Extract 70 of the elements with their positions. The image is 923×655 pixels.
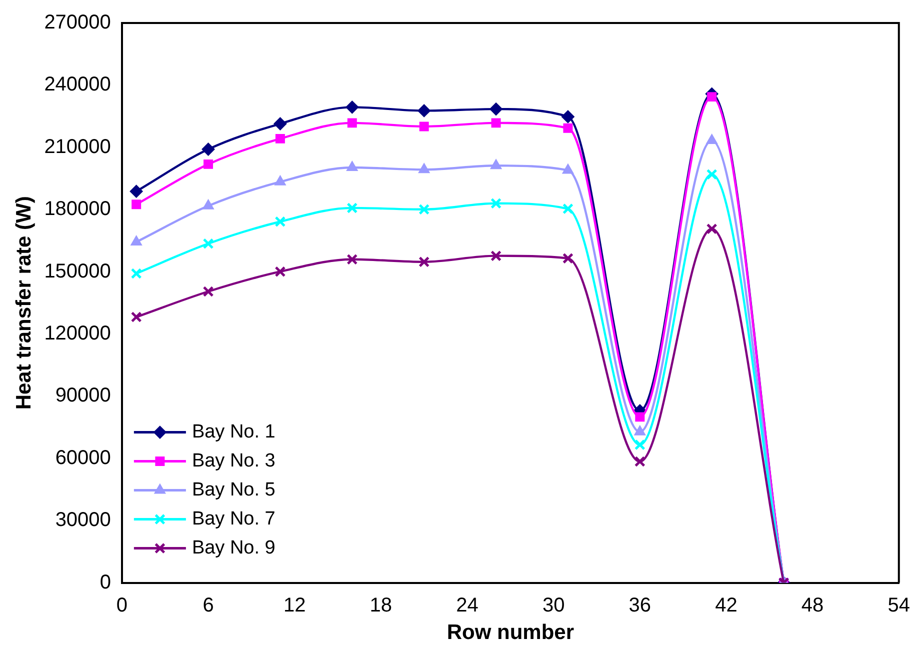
point [202,286,214,297]
y-tick-label: 60000 [55,446,111,469]
point [635,412,645,422]
point [418,104,431,118]
point [347,118,357,128]
y-tick-label: 180000 [44,198,111,220]
point [346,202,358,214]
point [418,256,430,268]
point [132,200,142,210]
point [202,142,215,156]
point [634,425,646,436]
point [706,168,718,180]
legend-label: Bay No. 5 [192,480,276,501]
y-tick-label: 270000 [44,12,111,34]
y-tick-label: 240000 [44,74,111,96]
point [275,134,285,144]
point [419,122,429,132]
x-tick-label: 54 [888,594,910,616]
x-tick-label: 12 [283,594,306,616]
y-tick-label: 120000 [44,322,111,345]
point [490,102,503,116]
point [634,456,646,468]
y-tick-label: 30000 [55,509,111,532]
legend-label: Bay No. 3 [192,450,276,472]
point [562,164,574,174]
x-tick-label: 24 [456,594,478,616]
x-tick-label: 30 [542,594,565,616]
point [490,159,502,170]
x-tick-label: 36 [628,594,652,616]
point [418,204,430,215]
legend-label: Bay No. 1 [192,422,276,443]
point [274,117,287,130]
point [346,254,358,265]
point [706,223,718,234]
x-axis-title: Row number [446,621,574,644]
y-tick-label: 150000 [44,260,111,282]
x-tick-label: 18 [370,594,392,616]
x-tick-label: 6 [202,594,214,616]
point [634,439,646,450]
point [274,216,286,228]
legend-label: Bay No. 9 [192,538,276,559]
point [706,134,718,144]
point [346,100,359,114]
point [130,235,142,246]
legend-label: Bay No. 7 [192,508,276,530]
y-tick-label: 0 [100,571,111,594]
point [274,266,286,278]
point [562,203,574,214]
x-tick-label: 42 [715,594,738,616]
y-axis-title: Heat transfer rate (W) [12,196,36,410]
point [561,110,574,124]
point [130,268,142,279]
point [562,252,574,264]
y-tick-label: 90000 [55,384,111,407]
point [563,123,573,133]
point [707,92,717,102]
point [202,238,214,250]
point [130,184,143,198]
y-tick-label: 210000 [44,136,111,158]
point [130,312,142,322]
point [418,163,430,174]
point [202,199,214,210]
point [491,118,501,128]
point [490,250,502,262]
point [274,175,286,186]
x-tick-label: 0 [116,594,128,616]
point [204,159,214,169]
x-tick-label: 48 [801,594,824,616]
point [346,161,358,172]
point [490,198,502,209]
